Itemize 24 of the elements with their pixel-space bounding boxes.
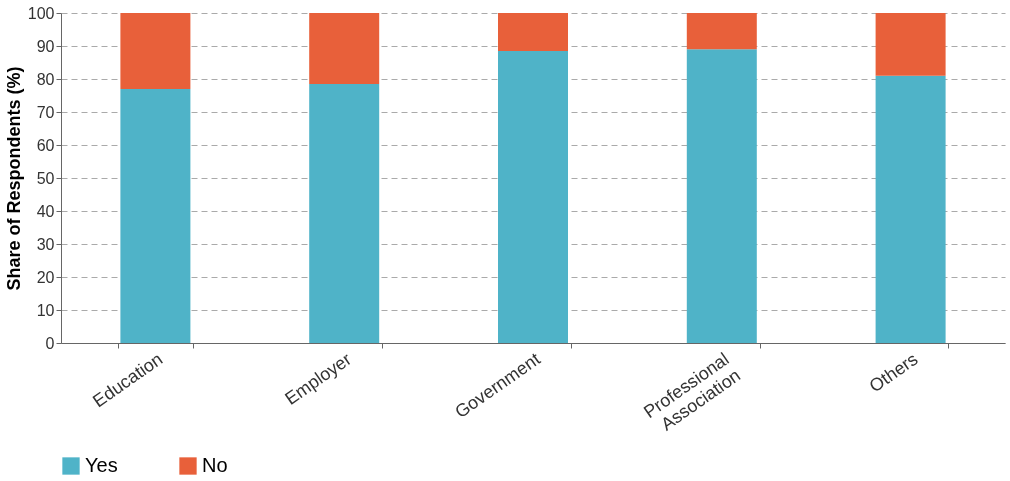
y-tick-label: 80 [36, 70, 55, 88]
bar [120, 88, 191, 343]
bar [498, 13, 568, 51]
y-tick-label: 60 [36, 136, 55, 154]
y-tick-label: 70 [36, 103, 55, 121]
bar [875, 75, 946, 343]
bar [686, 49, 757, 343]
bar [309, 83, 380, 343]
bar [686, 13, 757, 50]
bar [498, 50, 568, 343]
bar [120, 13, 191, 89]
y-axis-title: Share of Respondents (%) [3, 66, 24, 291]
y-tick-label: 0 [45, 334, 55, 352]
y-tick-label: 90 [36, 37, 55, 55]
y-tick-label: 30 [36, 235, 55, 253]
y-tick-label: 10 [36, 301, 55, 319]
y-tick-label: 40 [36, 202, 55, 220]
legend-label: No [202, 454, 228, 476]
bar [309, 13, 380, 84]
legend-label: Yes [85, 454, 118, 476]
y-tick-label: 20 [36, 268, 55, 286]
y-tick-label: 50 [36, 169, 55, 187]
y-tick-label: 100 [27, 4, 55, 22]
bar [875, 13, 946, 76]
